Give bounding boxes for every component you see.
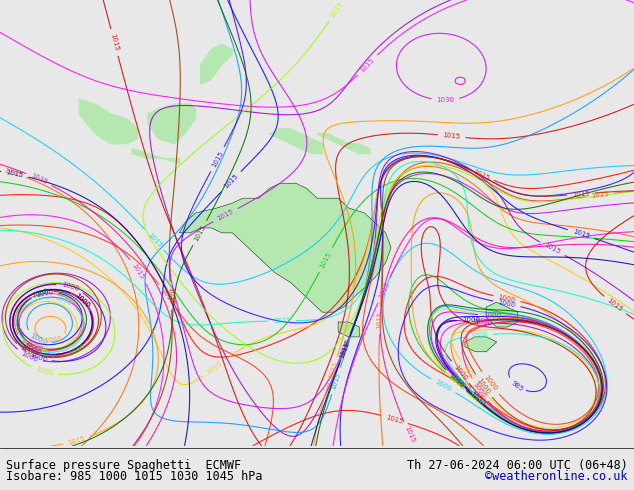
Text: 1015: 1015	[167, 287, 174, 305]
Text: 1000: 1000	[30, 288, 49, 299]
Text: 1000: 1000	[497, 294, 516, 303]
Text: 1000: 1000	[74, 292, 91, 309]
Text: 1000: 1000	[20, 350, 39, 363]
Text: 1000: 1000	[60, 281, 79, 292]
Text: 1015: 1015	[3, 167, 22, 178]
Text: 1015: 1015	[330, 371, 342, 391]
Text: 1015: 1015	[359, 56, 376, 74]
Polygon shape	[338, 322, 359, 337]
Text: 1015: 1015	[223, 173, 240, 190]
Text: 1000: 1000	[482, 374, 498, 392]
Text: 1000: 1000	[29, 351, 48, 363]
Text: 1015: 1015	[6, 170, 24, 179]
Text: 1000: 1000	[35, 289, 54, 298]
Text: 1000: 1000	[22, 343, 40, 357]
Text: 1015: 1015	[543, 242, 562, 256]
Text: 1000: 1000	[67, 343, 86, 357]
Text: 1000: 1000	[483, 312, 501, 319]
Polygon shape	[317, 134, 370, 153]
Polygon shape	[201, 45, 233, 84]
Text: 1000: 1000	[29, 333, 48, 346]
Text: 1015: 1015	[340, 337, 351, 356]
Text: 1015: 1015	[273, 318, 291, 324]
Text: 1015: 1015	[330, 1, 345, 19]
Text: 1000: 1000	[18, 337, 37, 352]
Text: 1015: 1015	[30, 173, 48, 186]
Text: 1015: 1015	[319, 250, 333, 269]
Text: 1000: 1000	[472, 381, 487, 399]
Polygon shape	[132, 148, 179, 164]
Text: 1015: 1015	[443, 132, 461, 140]
Polygon shape	[179, 183, 391, 312]
Text: 1015: 1015	[146, 231, 162, 248]
Text: 1000: 1000	[25, 339, 43, 353]
Text: 1015: 1015	[403, 425, 415, 444]
Text: 1015: 1015	[205, 360, 223, 375]
Text: 1000: 1000	[462, 318, 480, 323]
Text: 1000: 1000	[54, 294, 73, 307]
Text: 1015: 1015	[193, 224, 207, 242]
Text: 1000: 1000	[35, 367, 54, 377]
Text: 1015: 1015	[572, 191, 590, 198]
Text: 1000: 1000	[466, 391, 484, 408]
Polygon shape	[269, 129, 322, 153]
Text: Th 27-06-2024 06:00 UTC (06+48): Th 27-06-2024 06:00 UTC (06+48)	[407, 459, 628, 472]
Text: 1000: 1000	[472, 317, 491, 325]
Text: 1015: 1015	[339, 340, 351, 359]
Text: 1015: 1015	[131, 262, 146, 280]
Text: 1030: 1030	[436, 97, 455, 103]
Polygon shape	[148, 104, 195, 144]
Text: ©weatheronline.co.uk: ©weatheronline.co.uk	[485, 470, 628, 483]
Text: 1000: 1000	[22, 343, 41, 357]
Text: 1000: 1000	[447, 373, 465, 390]
Text: 1000: 1000	[460, 363, 476, 381]
Text: 1000: 1000	[22, 343, 41, 356]
Text: 1015: 1015	[216, 208, 235, 222]
Text: 1015: 1015	[572, 228, 590, 240]
Text: 1000: 1000	[37, 349, 56, 359]
Text: 1000: 1000	[497, 299, 516, 308]
Text: 1015: 1015	[591, 191, 609, 199]
Text: 1000: 1000	[474, 319, 493, 326]
Text: 1000: 1000	[19, 345, 38, 359]
Text: 985: 985	[510, 380, 524, 392]
Text: 1000: 1000	[452, 364, 468, 381]
Text: 1015: 1015	[377, 311, 384, 329]
Text: 1000: 1000	[448, 372, 464, 389]
Text: 1000: 1000	[472, 390, 489, 408]
Text: 1000: 1000	[29, 342, 48, 353]
Text: 1015: 1015	[327, 361, 339, 379]
Polygon shape	[79, 99, 138, 144]
Text: Isobare: 985 1000 1015 1030 1045 hPa: Isobare: 985 1000 1015 1030 1045 hPa	[6, 470, 263, 483]
Text: 1015: 1015	[67, 435, 86, 446]
Text: 1015: 1015	[210, 150, 224, 169]
Text: 1000: 1000	[434, 379, 453, 393]
Text: 1000: 1000	[73, 292, 91, 309]
Text: 1015: 1015	[109, 33, 120, 52]
Text: 1000: 1000	[470, 332, 488, 340]
Text: 1015: 1015	[160, 287, 175, 305]
Text: 1015: 1015	[606, 297, 624, 313]
Text: 1015: 1015	[472, 168, 491, 181]
Text: 1000: 1000	[447, 374, 465, 391]
Polygon shape	[465, 337, 496, 352]
Text: 1000: 1000	[450, 372, 467, 389]
Text: 1015: 1015	[377, 281, 391, 299]
Text: 1015: 1015	[385, 414, 404, 425]
Text: Surface pressure Spaghetti  ECMWF: Surface pressure Spaghetti ECMWF	[6, 459, 242, 472]
Text: 1000: 1000	[44, 336, 62, 344]
Polygon shape	[486, 302, 518, 327]
Text: 1000: 1000	[476, 377, 491, 395]
Text: 1000: 1000	[469, 391, 486, 407]
